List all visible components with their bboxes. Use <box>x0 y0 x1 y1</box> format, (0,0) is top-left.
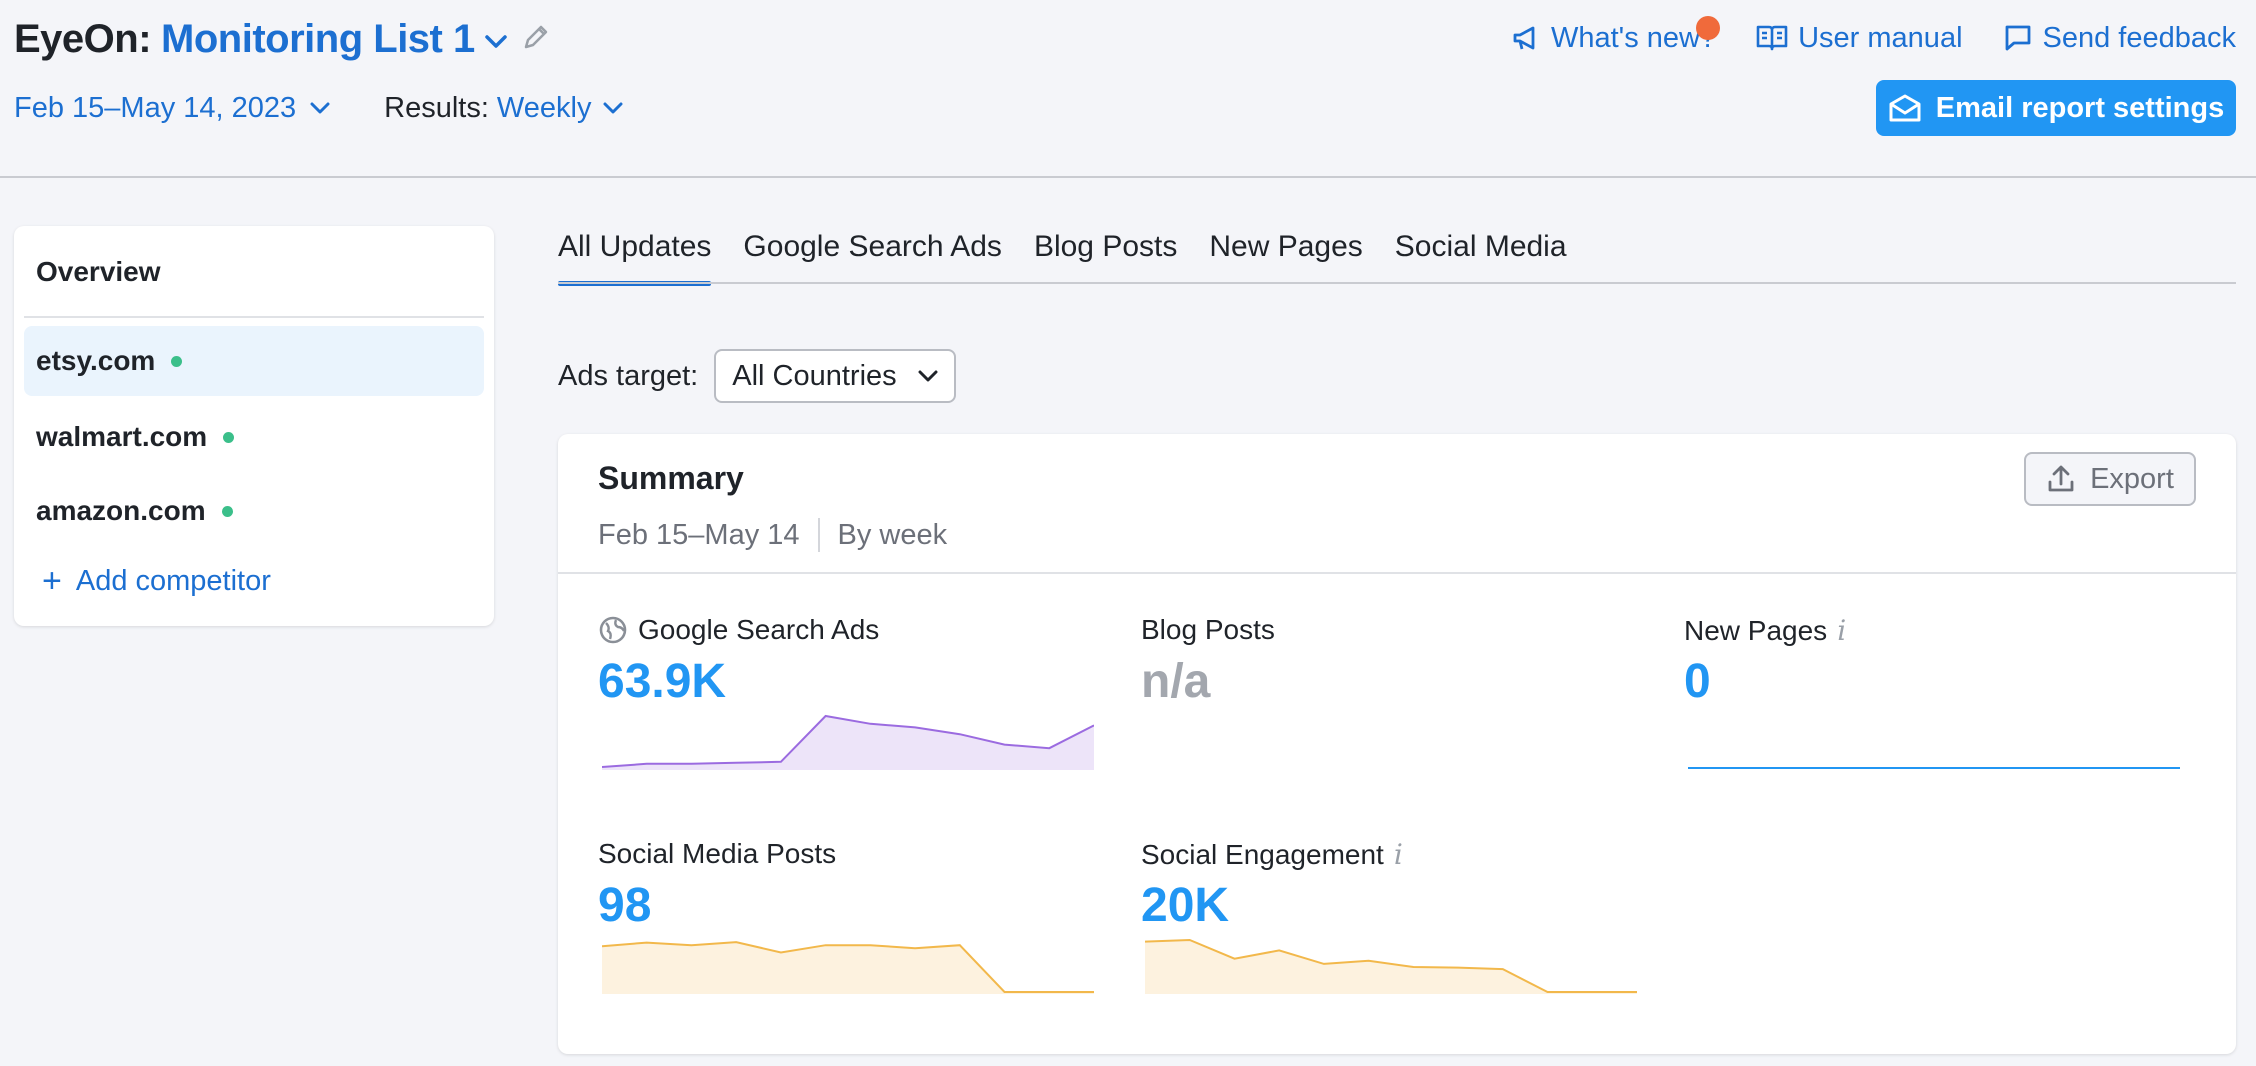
metric-label: Blog Posts <box>1141 614 1275 645</box>
sidebar-title[interactable]: Overview <box>36 256 161 287</box>
ads-target-filter: Ads target: All Countries <box>558 348 957 404</box>
notification-dot <box>1696 15 1721 40</box>
chevron-down-icon <box>918 370 938 382</box>
pencil-icon[interactable] <box>521 22 551 52</box>
send-feedback-label: Send feedback <box>2042 21 2236 54</box>
metric-label: Social Media Posts <box>598 838 837 869</box>
summary-period: Feb 15–May 14 <box>598 518 800 551</box>
divider <box>817 518 820 552</box>
sidebar-item-walmart[interactable]: walmart.com <box>24 402 484 472</box>
add-competitor-label: Add competitor <box>75 564 271 597</box>
chevron-down-icon <box>603 102 623 114</box>
metric-label: Google Search Ads <box>638 614 880 645</box>
date-range-picker[interactable]: Feb 15–May 14, 2023 <box>14 92 330 125</box>
summary-title: Summary <box>598 460 744 496</box>
tab-label: Google Search Ads <box>743 230 1002 263</box>
results-selector[interactable]: Results: Weekly <box>384 92 623 125</box>
results-label: Results: <box>384 91 489 124</box>
summary-subtitle: Feb 15–May 14 By week <box>598 518 947 552</box>
metric-value: 98 <box>598 879 652 932</box>
feedback-icon <box>2005 25 2030 51</box>
mail-icon <box>1889 94 1921 122</box>
user-manual-label: User manual <box>1798 21 1963 54</box>
sparkline-google-search-ads <box>602 714 1094 770</box>
sparkline-social-media-posts <box>602 941 1094 994</box>
upload-icon <box>2048 465 2074 492</box>
ads-target-label: Ads target: <box>558 359 699 392</box>
page-title: EyeOn: Monitoring List 1 <box>14 14 551 64</box>
filter-row: Feb 15–May 14, 2023 Results: Weekly <box>14 88 623 128</box>
list-name[interactable]: Monitoring List 1 <box>161 16 475 61</box>
metric-value: 0 <box>1684 655 1711 708</box>
sparkline-line <box>602 941 1094 993</box>
metric-social-engagement[interactable]: Social Engagement i 20K <box>1141 838 1641 1038</box>
info-icon[interactable]: i <box>1393 838 1403 871</box>
tab-bar: All Updates Google Search Ads Blog Posts… <box>558 230 1599 286</box>
chevron-down-icon <box>310 102 330 114</box>
sidebar-item-amazon[interactable]: amazon.com <box>24 476 484 546</box>
user-manual-link[interactable]: User manual <box>1756 21 1963 55</box>
sidebar-divider <box>24 316 484 318</box>
metric-google-search-ads[interactable]: Google Search Ads 63.9K <box>598 614 1098 814</box>
sparkline-area <box>1145 940 1637 994</box>
tab-label: New Pages <box>1209 230 1363 263</box>
app-name: EyeOn: <box>14 16 152 61</box>
status-dot <box>221 505 233 517</box>
results-value: Weekly <box>496 91 592 124</box>
summary-card: Summary Feb 15–May 14 By week Export Goo… <box>558 434 2236 1054</box>
sidebar-item-label: etsy.com <box>36 345 156 376</box>
megaphone-icon <box>1513 26 1535 50</box>
info-icon[interactable]: i <box>1837 614 1847 647</box>
sparkline-new-pages <box>1688 767 2180 769</box>
metric-blog-posts[interactable]: Blog Posts n/a <box>1141 614 1641 814</box>
metric-value: 63.9K <box>598 655 727 708</box>
tabs-divider <box>558 282 2236 284</box>
export-label: Export <box>2090 462 2174 495</box>
sidebar: Overview etsy.com walmart.com amazon.com… <box>14 226 494 626</box>
sparkline-line <box>602 714 1094 768</box>
tab-label: Blog Posts <box>1033 230 1178 263</box>
email-report-settings-label: Email report settings <box>1935 91 2225 124</box>
summary-granularity: By week <box>837 518 948 551</box>
email-report-settings-button[interactable]: Email report settings <box>1876 80 2236 136</box>
sparkline-social-engagement <box>1145 938 1637 994</box>
globe-icon <box>599 616 627 644</box>
whats-new-label: What's new? <box>1551 21 1717 54</box>
sidebar-item-etsy[interactable]: etsy.com <box>24 326 484 396</box>
metric-new-pages[interactable]: New Pages i 0 <box>1684 614 2184 814</box>
metric-value: 20K <box>1141 879 1230 932</box>
metric-social-media-posts[interactable]: Social Media Posts 98 <box>598 838 1098 1038</box>
whats-new-link[interactable]: What's new? <box>1511 15 1721 55</box>
sparkline-line <box>1145 938 1637 993</box>
sparkline-area <box>602 942 1094 994</box>
send-feedback-link[interactable]: Send feedback <box>2003 22 2236 55</box>
tab-google-search-ads[interactable]: Google Search Ads <box>743 230 1002 284</box>
tab-all-updates[interactable]: All Updates <box>558 230 712 286</box>
add-competitor-button[interactable]: + Add competitor <box>42 564 271 598</box>
sidebar-item-label: walmart.com <box>36 421 208 452</box>
metric-value: n/a <box>1141 655 1211 708</box>
tab-label: All Updates <box>558 230 712 263</box>
metric-label: Social Engagement <box>1141 838 1384 870</box>
status-dot <box>171 355 183 367</box>
header-divider <box>0 176 2256 178</box>
status-dot <box>223 431 235 443</box>
tab-social-media[interactable]: Social Media <box>1395 230 1567 284</box>
date-range-label: Feb 15–May 14, 2023 <box>14 91 297 124</box>
chevron-down-icon[interactable] <box>484 35 507 49</box>
sparkline-area <box>602 716 1094 770</box>
summary-divider <box>558 572 2236 574</box>
ads-target-value: All Countries <box>732 359 897 392</box>
ads-target-select[interactable]: All Countries <box>714 349 957 403</box>
tab-new-pages[interactable]: New Pages <box>1209 230 1362 284</box>
metric-label: New Pages <box>1684 614 1828 646</box>
book-icon <box>1756 25 1788 51</box>
tab-blog-posts[interactable]: Blog Posts <box>1034 230 1177 284</box>
sidebar-item-label: amazon.com <box>36 495 206 526</box>
plus-icon: + <box>42 562 62 600</box>
header-links: What's new? User manual Send feedback <box>1471 15 2236 60</box>
tab-label: Social Media <box>1394 230 1567 263</box>
export-button[interactable]: Export <box>2024 452 2196 506</box>
